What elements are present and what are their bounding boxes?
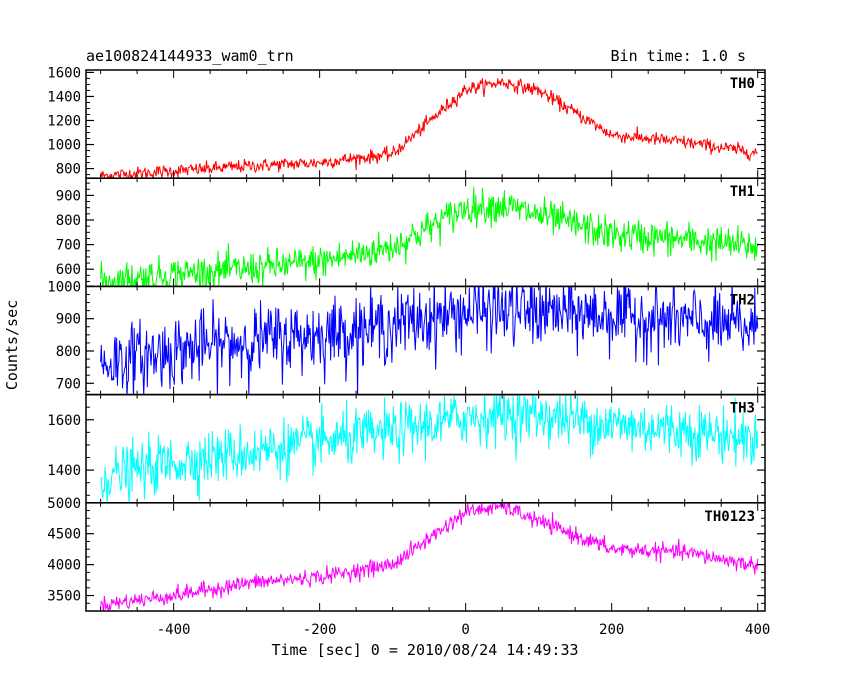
- x-tick-label: -200: [303, 622, 337, 638]
- y-tick-label: 1600: [47, 413, 81, 429]
- y-tick-label: 600: [56, 262, 81, 278]
- panel-label-th3: TH3: [730, 401, 755, 417]
- x-tick-label: 400: [745, 622, 770, 638]
- x-tick-label: 0: [461, 622, 469, 638]
- panel-label-th0: TH0: [730, 76, 755, 92]
- y-tick-label: 1200: [47, 113, 81, 129]
- y-tick-label: 1000: [47, 138, 81, 154]
- y-tick-label: 800: [56, 344, 81, 360]
- series-th0: [100, 77, 758, 179]
- y-tick-label: 1400: [47, 89, 81, 105]
- chart-title: ae100824144933_wam0_trn: [86, 47, 294, 65]
- x-axis-label: Time [sec] 0 = 2010/08/24 14:49:33: [271, 641, 578, 659]
- panel-th0: 800 1000 1200 1400 1600 TH0: [47, 65, 766, 179]
- y-tick-label: 4500: [47, 527, 81, 543]
- y-tick-label: 1000: [47, 279, 81, 295]
- y-axis-label: Counts/sec: [3, 300, 21, 390]
- x-axis: -400 -200 0 200 400: [157, 622, 771, 638]
- y-tick-label: 5000: [47, 496, 81, 512]
- panels: 800 1000 1200 1400 1600 TH0 600 700 800 900 TH1 700…: [47, 65, 766, 612]
- y-tick-label: 4000: [47, 558, 81, 574]
- panel-label-th0123: TH0123: [704, 509, 755, 525]
- y-tick-label: 900: [56, 188, 81, 204]
- bin-time-label: Bin time: 1.0 s: [611, 47, 746, 65]
- series-th2: [100, 286, 759, 395]
- panel-th0123: 3500 4000 4500 5000 TH0123: [47, 496, 766, 612]
- x-tick-label: -400: [157, 622, 191, 638]
- series-th1: [100, 186, 759, 287]
- y-tick-label: 800: [56, 213, 81, 229]
- panel-label-th1: TH1: [730, 184, 755, 200]
- panel-th2: 700 800 900 1000 TH2: [47, 279, 766, 396]
- panel-label-th2: TH2: [730, 292, 755, 308]
- x-tick-label: 200: [599, 622, 624, 638]
- y-tick-label: 3500: [47, 589, 81, 605]
- y-tick-label: 1400: [47, 463, 81, 479]
- y-tick-label: 700: [56, 376, 81, 392]
- panel-th3: 1400 1600 TH3: [47, 393, 766, 504]
- series-th0123: [100, 502, 759, 611]
- panel-frame: [85, 69, 766, 179]
- y-tick-label: 1600: [47, 65, 81, 81]
- panel-th1: 600 700 800 900 TH1: [56, 177, 766, 288]
- y-tick-label: 700: [56, 238, 81, 254]
- y-tick-label: 900: [56, 312, 81, 328]
- series-th3: [100, 394, 759, 503]
- y-tick-label: 800: [56, 162, 81, 178]
